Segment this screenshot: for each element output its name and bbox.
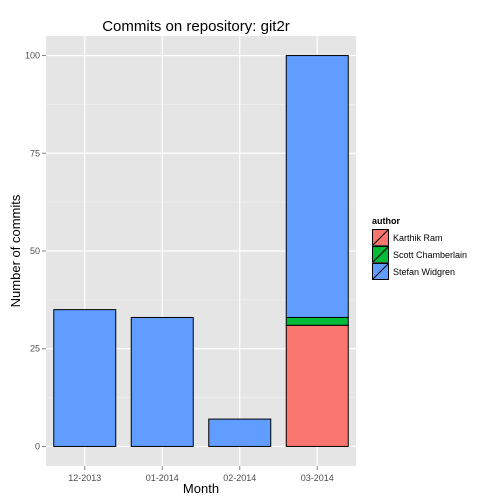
y-tick-label: 0 [35, 441, 40, 451]
x-axis-ticks: 12-2013 01-2014 02-2014 03-2014 [68, 466, 334, 483]
x-tick-label: 12-2013 [68, 473, 101, 483]
y-axis-label: Number of commits [8, 194, 23, 307]
legend-title: author [372, 216, 400, 226]
bar-segment [285, 316, 349, 326]
legend: author Karthik Ram Scott Chamberlain Stefa… [371, 216, 467, 281]
bars [53, 55, 349, 447]
y-tick-label: 25 [30, 344, 40, 354]
y-axis-ticks: 0 25 50 75 100 [25, 51, 46, 451]
bar-segment [130, 316, 194, 447]
legend-swatch-slash [372, 263, 389, 280]
bar-segment [53, 309, 117, 447]
x-axis-label: Month [183, 481, 219, 496]
y-tick-label: 75 [30, 148, 40, 158]
x-tick-label: 02-2014 [223, 473, 256, 483]
legend-swatch-slash [372, 229, 389, 246]
legend-swatch-slash [372, 246, 389, 263]
bar-segment [208, 418, 272, 447]
y-tick-label: 50 [30, 246, 40, 256]
legend-label: Scott Chamberlain [393, 250, 467, 260]
x-tick-label: 01-2014 [146, 473, 179, 483]
y-tick-label: 100 [25, 51, 40, 61]
legend-label: Karthik Ram [393, 233, 443, 243]
legend-items: Karthik Ram Scott Chamberlain Stefan Widgr… [371, 228, 467, 281]
x-tick-label: 03-2014 [301, 473, 334, 483]
bar-segment [285, 324, 349, 447]
chart-title: Commits on repository: git2r [102, 18, 290, 35]
bar-segment [285, 55, 349, 318]
legend-label: Stefan Widgren [393, 267, 455, 277]
